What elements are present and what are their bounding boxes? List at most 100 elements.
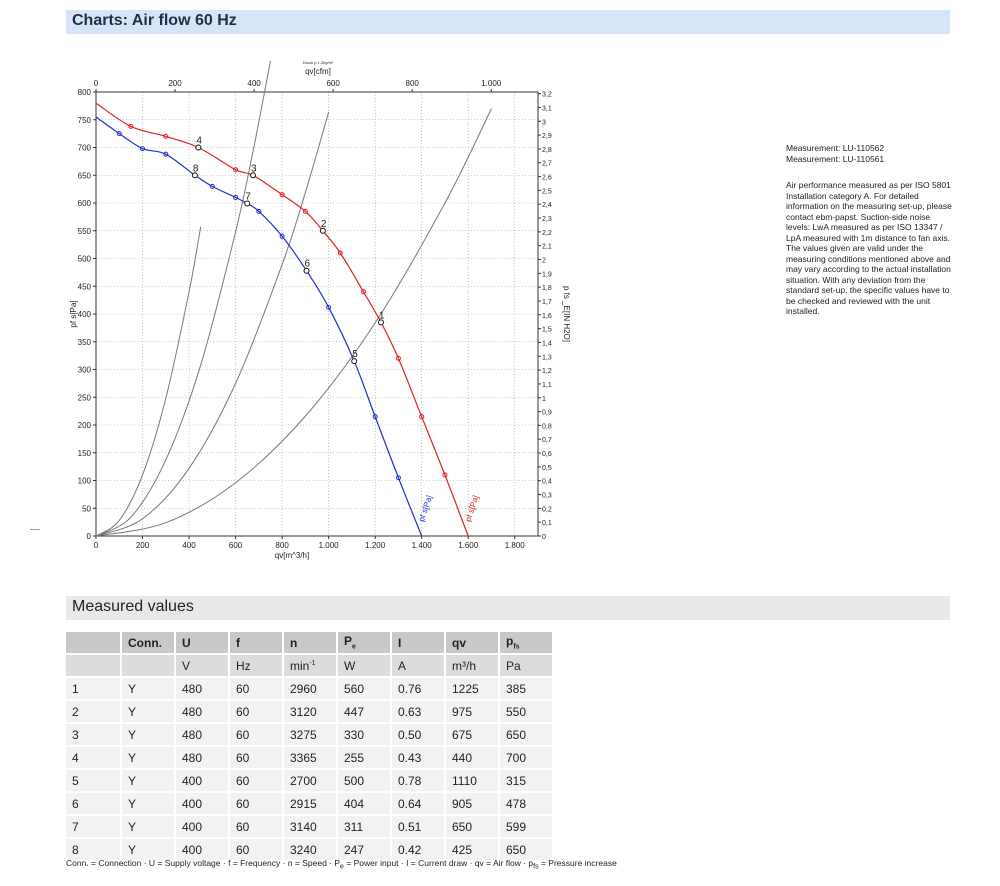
- y-right-tick-label: 2,2: [542, 230, 552, 237]
- table-cell: 478: [500, 793, 554, 816]
- y-right-tick-label: 1,8: [542, 285, 552, 292]
- table-cell: 0.42: [392, 839, 446, 862]
- header-sub: fs: [513, 643, 520, 651]
- y-right-tick-label: 0,7: [542, 437, 552, 444]
- table-cell: 0.50: [392, 724, 446, 747]
- header-sub: e: [352, 643, 356, 651]
- x-axis-label: qv[m^3/h]: [275, 551, 309, 560]
- y-axis-label: pf s[Pa]: [69, 300, 78, 327]
- header-cell: U: [176, 632, 230, 655]
- x-top-tick-label: 1.000: [481, 79, 502, 88]
- y-tick-label: 50: [82, 504, 91, 513]
- series-point: [163, 151, 169, 157]
- x-tick-label: 1.400: [412, 541, 433, 550]
- table-cell: 650: [500, 839, 554, 862]
- y-right-tick-label: 1,1: [542, 382, 552, 389]
- system-curve: [95, 111, 330, 537]
- header-cell: f: [230, 632, 284, 655]
- table-cell: 599: [500, 816, 554, 839]
- table-cell: 2960: [284, 678, 338, 701]
- operating-point: [303, 267, 310, 274]
- x-top-tick-label: 400: [247, 79, 261, 88]
- y-tick-label: 750: [78, 116, 92, 125]
- y-right-tick-label: 1,9: [542, 271, 552, 278]
- table-row: 4 Y 480 60 3365 255 0.43 440 700: [66, 747, 554, 770]
- table-cell: 60: [230, 839, 284, 862]
- y-right-tick-label: 0,1: [542, 520, 552, 527]
- table-row: 1 Y 480 60 2960 560 0.76 1225 385: [66, 678, 554, 701]
- table-cell: 400: [176, 816, 230, 839]
- table-cell: Y: [122, 816, 176, 839]
- unit-cell: min-1: [284, 655, 338, 678]
- measurement-note: Air performance measured as per ISO 5801…: [786, 180, 952, 316]
- y-tick-label: 250: [78, 393, 92, 402]
- table-row: 5 Y 400 60 2700 500 0.78 1110 315: [66, 770, 554, 793]
- y-right-tick-label: 0: [542, 534, 546, 541]
- y-right-tick-label: 2,8: [542, 147, 552, 154]
- table-cell: Y: [122, 724, 176, 747]
- unit-sup: -1: [309, 659, 316, 667]
- table-cell: 3: [66, 724, 122, 747]
- table-cell: 311: [338, 816, 392, 839]
- table-cell: 3365: [284, 747, 338, 770]
- table-cell: 550: [500, 701, 554, 724]
- table-cell: 255: [338, 747, 392, 770]
- table-cell: 480: [176, 747, 230, 770]
- series-point: [302, 208, 308, 214]
- measurement-id-1: Measurement: LU-110562: [786, 143, 885, 153]
- header-cell: [66, 632, 122, 655]
- x-tick-label: 400: [182, 541, 196, 550]
- x-tick-label: 1.000: [319, 541, 340, 550]
- unit-cell: V: [176, 655, 230, 678]
- table-cell: 975: [446, 701, 500, 724]
- y-tick-label: 650: [78, 171, 92, 180]
- table-cell: 560: [338, 678, 392, 701]
- unit-cell: Hz: [230, 655, 284, 678]
- series-label: pf s[Pa]: [417, 494, 434, 523]
- legend-text: Conn. = Connection · U = Supply voltage …: [66, 858, 341, 868]
- table-cell: 404: [338, 793, 392, 816]
- operating-point-label: 1: [379, 310, 385, 321]
- y-right-tick-label: 3: [542, 119, 546, 126]
- series-point: [233, 194, 239, 200]
- table-cell: 330: [338, 724, 392, 747]
- table-cell: 675: [446, 724, 500, 747]
- table-row: 3 Y 480 60 3275 330 0.50 675 650: [66, 724, 554, 747]
- table-cell: 2915: [284, 793, 338, 816]
- y-right-tick-label: 0,6: [542, 451, 552, 458]
- table-cell: 60: [230, 747, 284, 770]
- table-cell: 315: [500, 770, 554, 793]
- y-right-tick-label: 1,7: [542, 299, 552, 306]
- y-right-tick-label: 0,9: [542, 410, 552, 417]
- table-cell: 0.43: [392, 747, 446, 770]
- table-cell: 60: [230, 724, 284, 747]
- table-cell: 60: [230, 701, 284, 724]
- y-tick-label: 550: [78, 227, 92, 236]
- y-right-tick-label: 1,6: [542, 313, 552, 320]
- x-tick-label: 200: [136, 541, 150, 550]
- operating-point-label: 4: [196, 136, 202, 147]
- operating-point-label: 7: [245, 192, 251, 203]
- table-cell: 0.78: [392, 770, 446, 793]
- table-header-row: Conn. U f n Pe I qv pfs: [66, 632, 554, 655]
- table-cell: 60: [230, 770, 284, 793]
- y-right-tick-label: 0,4: [542, 479, 552, 486]
- y-tick-label: 500: [78, 255, 92, 264]
- table-cell: 3240: [284, 839, 338, 862]
- unit-cell: W: [338, 655, 392, 678]
- table-row: 7 Y 400 60 3140 311 0.51 650 599: [66, 816, 554, 839]
- series-point: [209, 183, 215, 189]
- y-right-tick-label: 1,4: [542, 340, 552, 347]
- operating-point: [319, 227, 326, 234]
- legend-sub: e: [340, 863, 344, 871]
- table-cell: 500: [338, 770, 392, 793]
- x-tick-label: 0: [94, 541, 99, 550]
- series-point: [337, 250, 343, 256]
- table-cell: 425: [446, 839, 500, 862]
- table-cell: 0.64: [392, 793, 446, 816]
- measured-values-header: Measured values: [66, 596, 950, 620]
- table-cell: 400: [176, 793, 230, 816]
- table-cell: 1225: [446, 678, 500, 701]
- table-cell: 1110: [446, 770, 500, 793]
- series-point: [372, 414, 378, 420]
